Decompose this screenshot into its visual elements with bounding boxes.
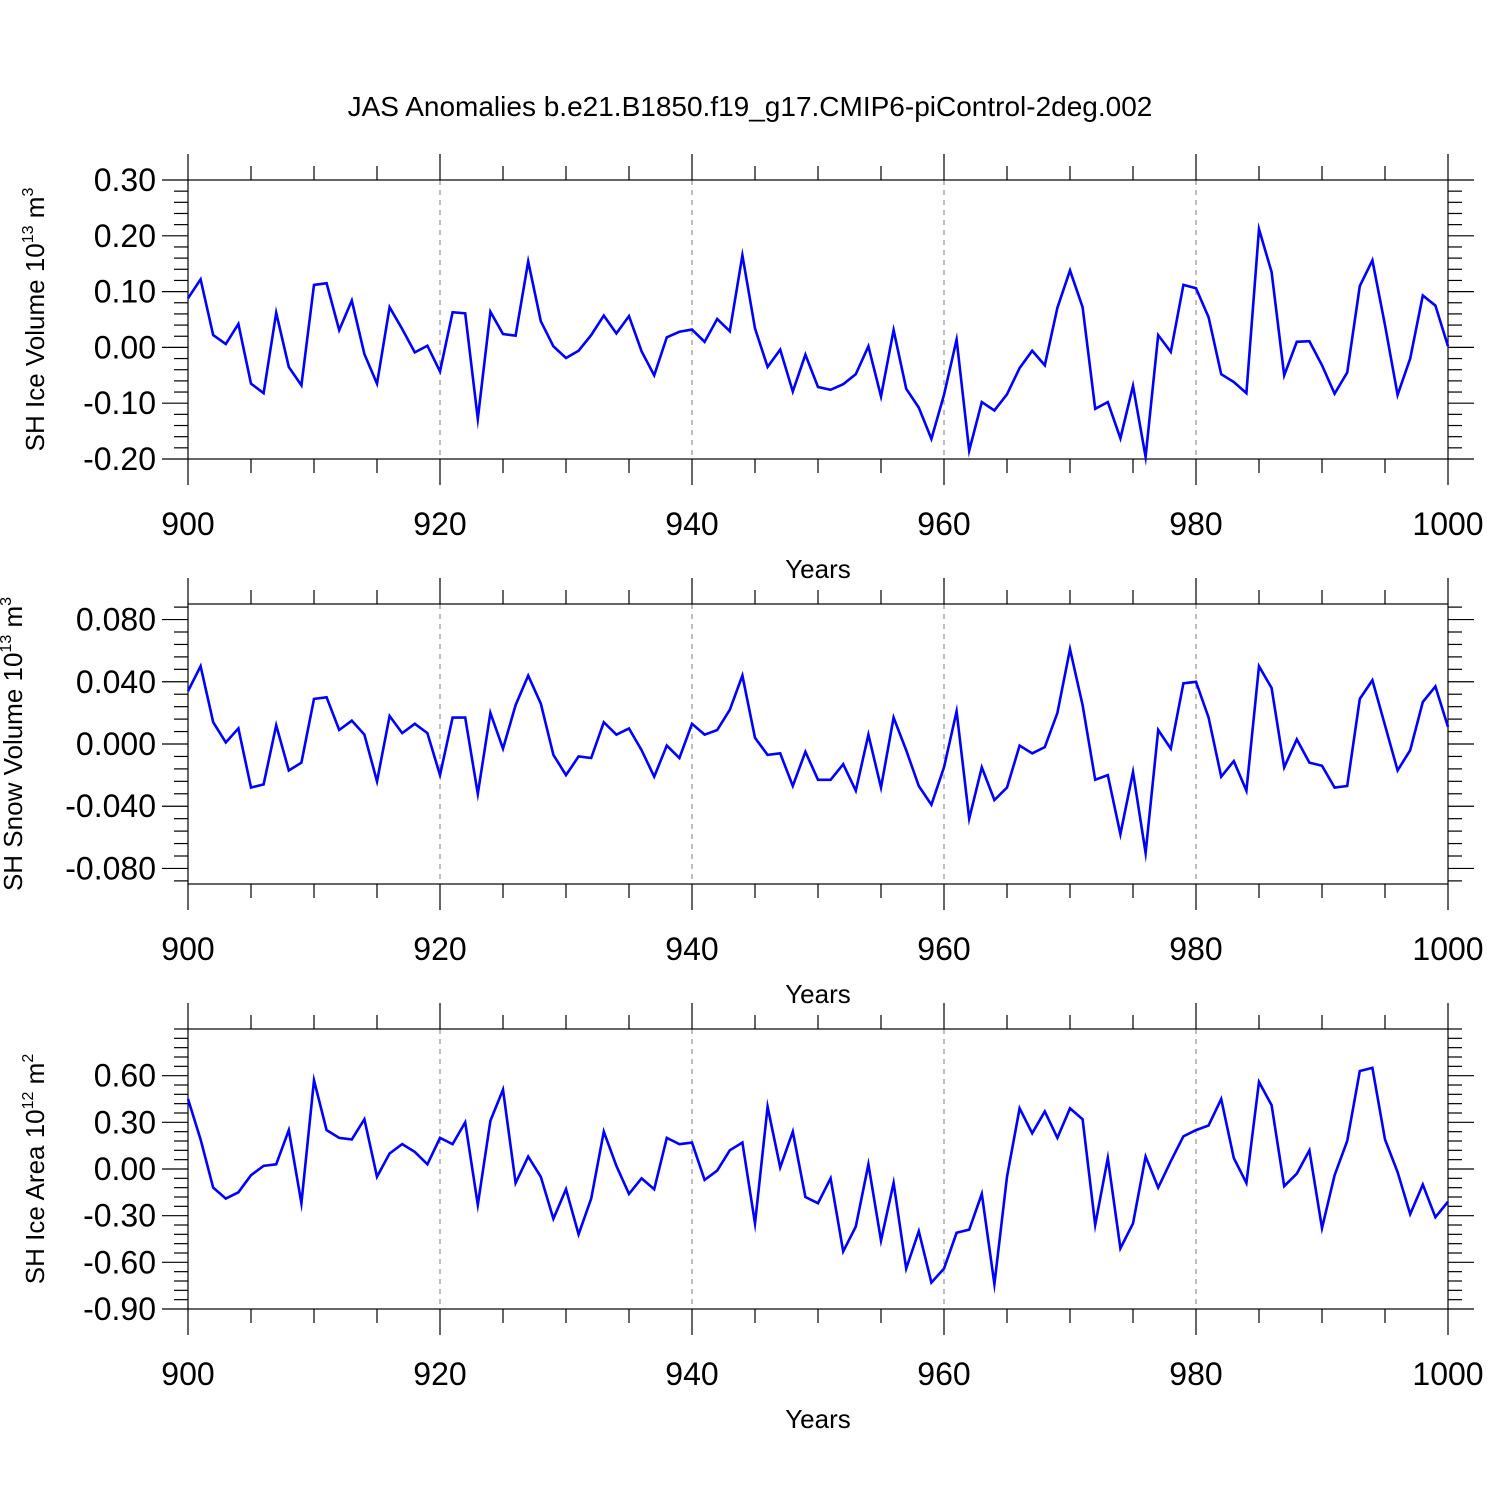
x-tick-label: 920 xyxy=(413,1356,466,1392)
x-tick-label: 980 xyxy=(1169,506,1222,542)
y-tick-label: 0.040 xyxy=(76,664,156,700)
y-tick-label: -0.60 xyxy=(83,1244,156,1280)
y-tick-label: -0.10 xyxy=(83,385,156,421)
x-tick-label: 900 xyxy=(161,1356,214,1392)
x-tick-label: 900 xyxy=(161,506,214,542)
y-tick-label: -0.20 xyxy=(83,441,156,477)
x-tick-label: 1000 xyxy=(1412,1356,1483,1392)
y-axis-title: SH Ice Area 1012 m2 xyxy=(20,1054,50,1285)
x-tick-label: 900 xyxy=(161,931,214,967)
x-axis-title: Years xyxy=(785,979,851,1009)
y-tick-label: 0.080 xyxy=(76,602,156,638)
x-tick-label: 1000 xyxy=(1412,931,1483,967)
y-tick-label: 0.30 xyxy=(94,1104,156,1140)
y-tick-label: 0.10 xyxy=(94,274,156,310)
y-axis-title-superscript: 13 xyxy=(20,225,37,243)
x-tick-label: 920 xyxy=(413,506,466,542)
y-axis-title-superscript: 2 xyxy=(20,1054,37,1063)
y-axis-title-superscript: 3 xyxy=(20,188,37,197)
y-tick-label: -0.30 xyxy=(83,1198,156,1234)
x-tick-label: 1000 xyxy=(1412,506,1483,542)
y-axis-title-part: SH Ice Volume 10 xyxy=(20,243,50,451)
y-axis-title-superscript: 13 xyxy=(0,635,15,653)
x-tick-label: 960 xyxy=(917,1356,970,1392)
x-tick-label: 940 xyxy=(665,506,718,542)
y-axis-title-part: SH Snow Volume 10 xyxy=(0,653,28,891)
y-axis-title-part: m xyxy=(0,606,28,635)
y-tick-label: -0.080 xyxy=(65,850,156,886)
y-tick-label: -0.90 xyxy=(83,1291,156,1327)
main-title: JAS Anomalies b.e21.B1850.f19_g17.CMIP6-… xyxy=(348,91,1153,122)
y-axis-title-part: m xyxy=(20,197,50,226)
y-tick-label: 0.00 xyxy=(94,329,156,365)
x-tick-label: 980 xyxy=(1169,1356,1222,1392)
x-tick-label: 960 xyxy=(917,506,970,542)
x-tick-label: 980 xyxy=(1169,931,1222,967)
y-tick-label: 0.20 xyxy=(94,218,156,254)
y-tick-label: -0.040 xyxy=(65,788,156,824)
y-tick-label: 0.30 xyxy=(94,162,156,198)
y-tick-label: 0.000 xyxy=(76,726,156,762)
x-axis-title: Years xyxy=(785,1404,851,1434)
x-tick-label: 940 xyxy=(665,931,718,967)
x-tick-label: 940 xyxy=(665,1356,718,1392)
y-axis-title-part: m xyxy=(20,1063,50,1092)
y-axis-title-superscript: 3 xyxy=(0,597,15,606)
x-axis-title: Years xyxy=(785,554,851,584)
y-tick-label: 0.00 xyxy=(94,1151,156,1187)
y-tick-label: 0.60 xyxy=(94,1058,156,1094)
x-tick-label: 960 xyxy=(917,931,970,967)
x-tick-label: 920 xyxy=(413,931,466,967)
y-axis-title-superscript: 12 xyxy=(20,1091,37,1109)
y-axis-title-part: SH Ice Area 10 xyxy=(20,1109,50,1284)
